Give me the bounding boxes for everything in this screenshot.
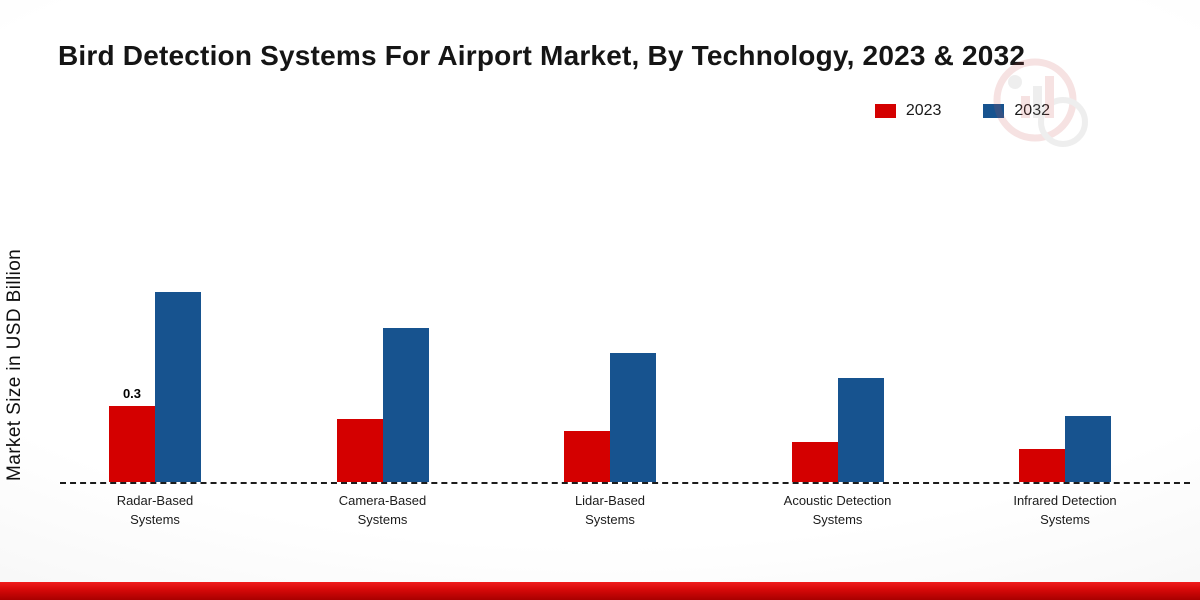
category-label-3: Lidar-Based Systems: [574, 493, 646, 527]
legend-swatch-2023: [874, 104, 896, 118]
bar-2023-1: [109, 406, 155, 482]
category-label-4: Acoustic Detection Systems: [783, 493, 892, 527]
legend-swatch-2032: [983, 104, 1005, 118]
legend-label-2023: 2023: [905, 102, 942, 119]
legend: 2023 2032: [874, 102, 1050, 120]
bar-2023-5: [1019, 449, 1065, 482]
bar-2023-2: [336, 419, 383, 482]
legend-item-2023: 2023: [874, 102, 942, 120]
bar-value-label: 0.3: [122, 386, 142, 401]
legend-item-2032: 2032: [983, 102, 1050, 120]
bar-2032-4: [837, 378, 884, 482]
category-label-5: Infrared Detection Systems: [1013, 493, 1117, 527]
x-axis-baseline: [60, 482, 1190, 484]
bar-2023-3: [564, 431, 610, 482]
bottom-accent-band: [0, 582, 1200, 600]
bar-2032-5: [1065, 416, 1111, 482]
category-label-2: Camera-Based Systems: [338, 493, 427, 527]
bar-2032-1: [155, 292, 201, 482]
bar-2032-2: [382, 328, 429, 482]
chart-title: Bird Detection Systems For Airport Marke…: [58, 40, 1026, 71]
bar-2023-4: [791, 442, 838, 482]
legend-label-2032: 2032: [1014, 102, 1050, 119]
bar-2032-3: [610, 353, 656, 482]
category-label-1: Radar-Based Systems: [116, 493, 194, 527]
